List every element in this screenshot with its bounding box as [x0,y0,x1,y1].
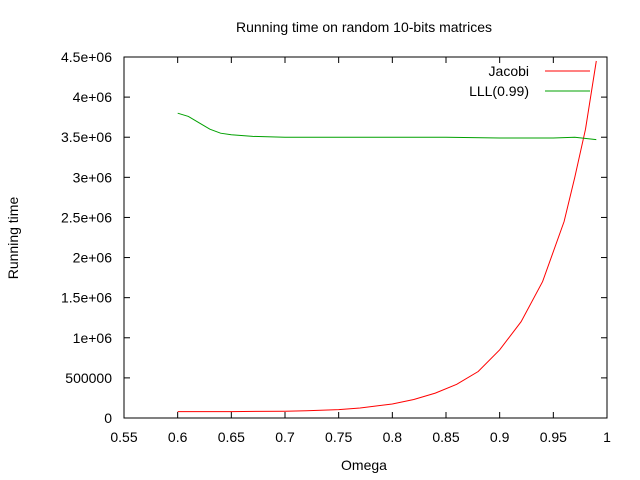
y-tick-label: 2.5e+06 [61,209,112,225]
x-tick-label: 0.9 [490,429,510,445]
x-tick-label: 0.55 [110,429,137,445]
legend: Jacobi LLL(0.99) [469,63,590,99]
x-tick-label: 0.8 [383,429,403,445]
series-line-0 [177,60,597,413]
x-axis-label: Omega [341,457,387,473]
y-tick-label: 2e+06 [73,250,113,266]
plot-frame [123,56,608,419]
legend-label-0: Jacobi [489,63,529,79]
y-tick-label: 4.5e+06 [61,49,112,65]
x-tick-label: 0.6 [168,429,188,445]
y-tick-label: 1e+06 [73,330,113,346]
x-tick-label: 0.75 [325,429,352,445]
y-tick-label: 3.5e+06 [61,129,112,145]
y-tick-label: 4e+06 [73,89,113,105]
y-tick-label: 500000 [65,370,112,386]
y-tick-label: 3e+06 [73,169,113,185]
plot-area: 0.55 0.6 0.65 0.7 0.75 0.8 0.85 0.9 0.95 1 0 500000… [61,49,611,445]
legend-label-1: LLL(0.99) [469,83,529,99]
chart-title: Running time on random 10-bits matrices [236,19,492,35]
x-tick-label: 0.7 [275,429,295,445]
x-tick-label: 0.95 [540,429,567,445]
x-tick-label: 1 [603,429,611,445]
x-tick-label: 0.85 [432,429,459,445]
x-tick-label: 0.65 [218,429,245,445]
y-tick-label: 1.5e+06 [61,290,112,306]
series-line-1 [177,112,597,141]
y-axis-label: Running time [5,197,21,280]
y-tick-label: 0 [104,410,112,426]
